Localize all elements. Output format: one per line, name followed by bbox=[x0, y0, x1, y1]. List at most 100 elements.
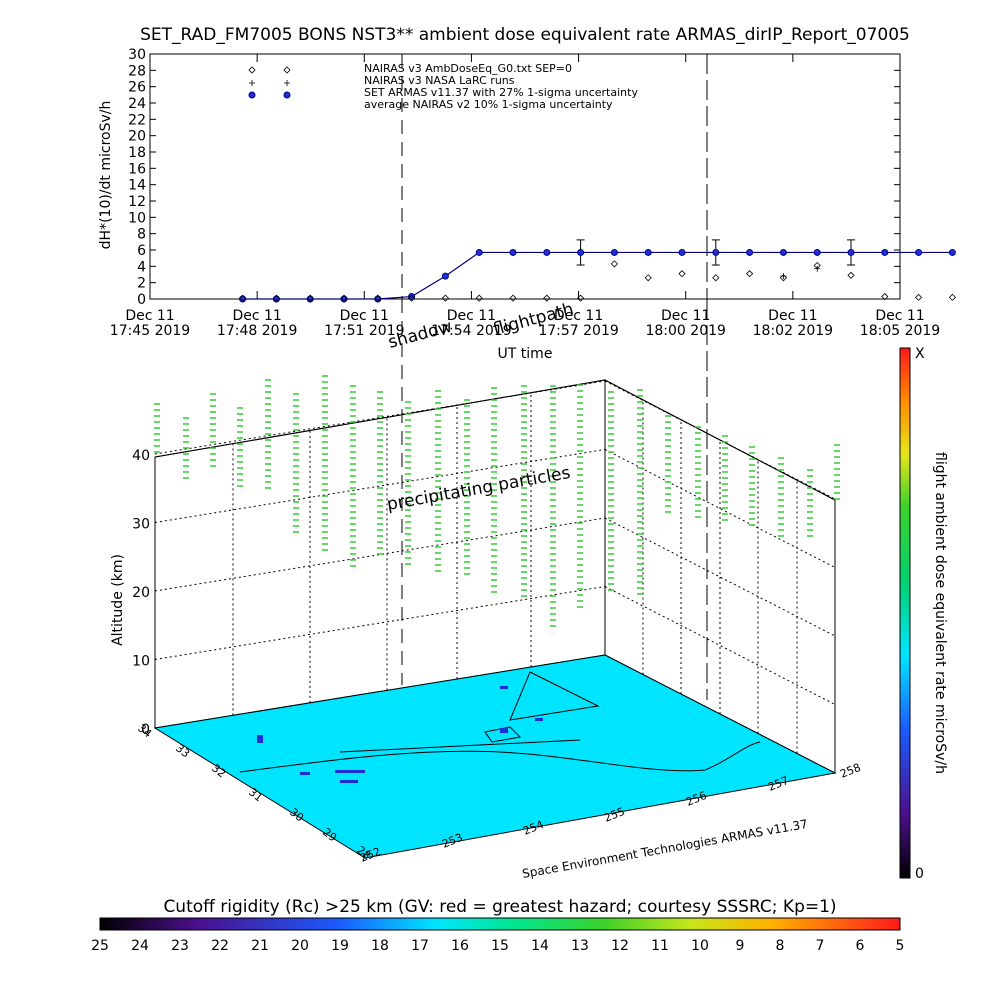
altitude-profile bbox=[665, 415, 671, 513]
y-tick-label: 16 bbox=[128, 161, 146, 177]
colorbar-gradient bbox=[899, 347, 911, 879]
y-tick-label: 24 bbox=[128, 96, 146, 112]
map-surface bbox=[153, 654, 837, 859]
z-ticks: 0 10 20 30 40 bbox=[132, 448, 150, 738]
precipitating-particles-label: precipitating particles bbox=[385, 463, 572, 515]
rigidity-label: 5 bbox=[896, 938, 905, 954]
point-armas bbox=[915, 248, 923, 256]
altitude-profile bbox=[834, 444, 840, 500]
altitude-profile bbox=[350, 385, 356, 567]
point-nairas-v3 bbox=[644, 274, 652, 282]
z-tick-label: 20 bbox=[132, 585, 150, 601]
x-tick-time: 17:48 2019 bbox=[217, 323, 297, 339]
z-tick-label: 40 bbox=[132, 448, 150, 464]
rigidity-label: 8 bbox=[776, 938, 785, 954]
top-edge-left bbox=[154, 379, 606, 458]
altitude-profile bbox=[608, 391, 614, 591]
altitude-profile bbox=[550, 385, 556, 627]
x-tick-time: 17:45 2019 bbox=[110, 323, 190, 339]
rigidity-label: 21 bbox=[251, 938, 269, 954]
reference-lines bbox=[401, 54, 708, 299]
point-armas bbox=[408, 293, 416, 301]
rigidity-label: 6 bbox=[856, 938, 865, 954]
point-armas bbox=[881, 248, 889, 256]
point-armas bbox=[283, 91, 291, 99]
point-armas bbox=[248, 91, 256, 99]
legend-entry-4: average NAIRAS v2 10% 1-sigma uncertaint… bbox=[364, 98, 613, 111]
altitude-profile bbox=[405, 401, 411, 565]
z-tick-label: 0 bbox=[141, 722, 150, 738]
wall-gridlines bbox=[154, 380, 836, 754]
y-tick-label: 0 bbox=[137, 292, 146, 308]
point-armas bbox=[441, 272, 449, 280]
altitude-profile bbox=[265, 379, 271, 489]
y-tick-label: 18 bbox=[128, 145, 146, 161]
y-tick-label: 30 bbox=[128, 47, 146, 63]
point-nairas-v3 bbox=[283, 66, 291, 74]
x-axis-label: UT time bbox=[498, 346, 553, 362]
z-gridline-left bbox=[154, 586, 606, 660]
point-nairas-v3 bbox=[577, 294, 585, 302]
x-tick-time: 18:02 2019 bbox=[753, 323, 833, 339]
point-armas bbox=[948, 248, 956, 256]
map-border-line bbox=[239, 741, 761, 773]
rigidity-label: 20 bbox=[291, 938, 309, 954]
y-tick-label: 14 bbox=[128, 178, 146, 194]
point-armas bbox=[746, 248, 754, 256]
credit-label: Space Environment Technologies ARMAS v11… bbox=[521, 817, 809, 881]
point-nairas-v3 bbox=[374, 294, 382, 302]
rigidity-label: 7 bbox=[816, 938, 825, 954]
altitude-profile bbox=[521, 385, 527, 597]
rigidity-label: 14 bbox=[531, 938, 549, 954]
rigidity-gradient bbox=[99, 917, 901, 931]
rigidity-label: 19 bbox=[331, 938, 349, 954]
point-nairas-larc bbox=[284, 80, 290, 86]
y-tick-label: 12 bbox=[128, 194, 146, 210]
altitude-profile bbox=[491, 387, 497, 593]
altitude-profile bbox=[183, 417, 189, 479]
point-armas bbox=[475, 248, 483, 256]
point-armas bbox=[577, 248, 585, 256]
point-nairas-v3 bbox=[678, 270, 686, 278]
rigidity-label: 9 bbox=[736, 938, 745, 954]
point-nairas-v3 bbox=[948, 293, 956, 301]
altitude-profile bbox=[322, 375, 328, 551]
x-tick-date: Dec 11 bbox=[447, 308, 496, 324]
dose-colorbar: X 0 flight ambient dose equivalent rate … bbox=[899, 346, 948, 882]
x-tick-date: Dec 11 bbox=[125, 308, 174, 324]
point-armas bbox=[847, 248, 855, 256]
rigidity-colorbar: Cutoff rigidity (Rc) >25 km (GV: red = g… bbox=[91, 897, 904, 954]
legend-entry-1: NAIRAS v3 AmbDoseEq_G0.txt SEP=0 bbox=[364, 62, 572, 75]
map-border-line-2 bbox=[339, 739, 581, 753]
point-nairas-v3 bbox=[610, 260, 618, 268]
x-tick-time: 18:00 2019 bbox=[645, 323, 725, 339]
map-features bbox=[257, 686, 543, 783]
x-tick-time: 17:57 2019 bbox=[538, 323, 618, 339]
x-tick-date: Dec 11 bbox=[232, 308, 281, 324]
altitude-profiles bbox=[154, 375, 840, 627]
point-armas bbox=[239, 295, 247, 303]
rigidity-label: 18 bbox=[371, 938, 389, 954]
altitude-profile bbox=[293, 393, 299, 533]
altitude-profile bbox=[154, 403, 160, 453]
map-region bbox=[509, 671, 600, 721]
altitude-profile bbox=[807, 469, 813, 537]
point-nairas-v3 bbox=[475, 294, 483, 302]
y-tick-label: 4 bbox=[137, 259, 146, 275]
point-armas bbox=[644, 248, 652, 256]
altitude-profile bbox=[210, 393, 216, 467]
point-armas bbox=[678, 248, 686, 256]
point-nairas-v3 bbox=[509, 294, 517, 302]
x-tick-date: Dec 11 bbox=[768, 308, 817, 324]
x-tick-time: 18:05 2019 bbox=[860, 323, 940, 339]
rigidity-labels: 25 24 23 22 21 20 19 18 17 16 15 14 13 12 11 10 9 8 7 6 5 bbox=[91, 938, 904, 954]
point-armas bbox=[712, 248, 720, 256]
point-nairas-larc bbox=[249, 80, 255, 86]
legend-entry-3: SET ARMAS v11.37 with 27% 1-sigma uncert… bbox=[364, 86, 638, 99]
colorbar-min-label: 0 bbox=[915, 866, 924, 882]
altitude-profile bbox=[464, 399, 470, 575]
rigidity-title: Cutoff rigidity (Rc) >25 km (GV: red = g… bbox=[163, 897, 836, 917]
x-tick-time: 17:54 2019 bbox=[431, 323, 511, 339]
